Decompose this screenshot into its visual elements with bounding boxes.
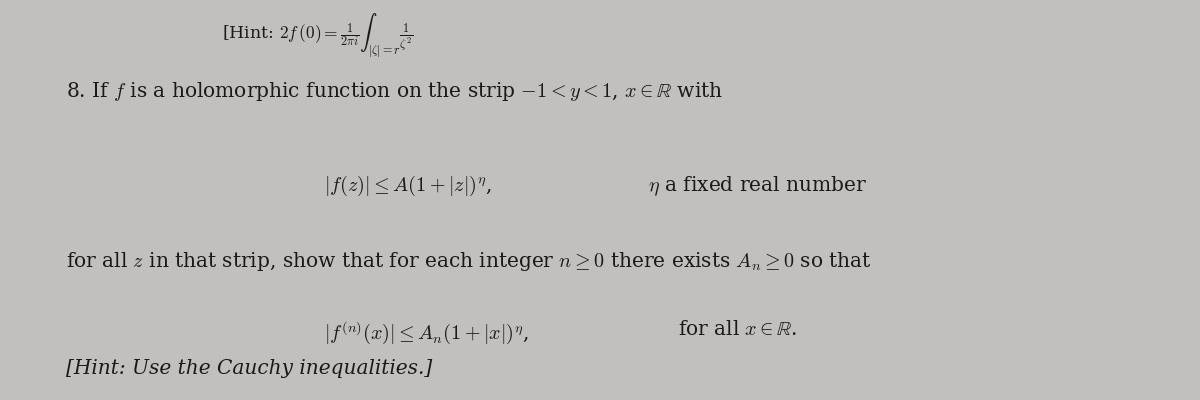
Text: $|f^{(n)}(x)| \leq A_n(1 + |x|)^{\eta}$,: $|f^{(n)}(x)| \leq A_n(1 + |x|)^{\eta}$, — [324, 320, 529, 347]
Text: [Hint: Use the Cauchy inequalities.]: [Hint: Use the Cauchy inequalities.] — [66, 359, 432, 378]
Text: for all $z$ in that strip, show that for each integer $n \geq 0$ there exists $A: for all $z$ in that strip, show that for… — [66, 250, 872, 273]
Text: $\eta$ a fixed real number: $\eta$ a fixed real number — [648, 174, 868, 198]
Text: for all $x \in \mathbb{R}$.: for all $x \in \mathbb{R}$. — [678, 320, 797, 339]
Text: 8. If $f$ is a holomorphic function on the strip $-1 < y < 1$, $x \in \mathbb{R}: 8. If $f$ is a holomorphic function on t… — [66, 80, 724, 103]
Text: [Hint: $2f\,(0) = \frac{1}{2\pi i}\int_{|\zeta|=r} \frac{1}{\zeta^2}$: [Hint: $2f\,(0) = \frac{1}{2\pi i}\int_{… — [222, 12, 413, 61]
Text: $|f(z)| \leq A(1 + |z|)^{\eta}$,: $|f(z)| \leq A(1 + |z|)^{\eta}$, — [324, 174, 492, 198]
